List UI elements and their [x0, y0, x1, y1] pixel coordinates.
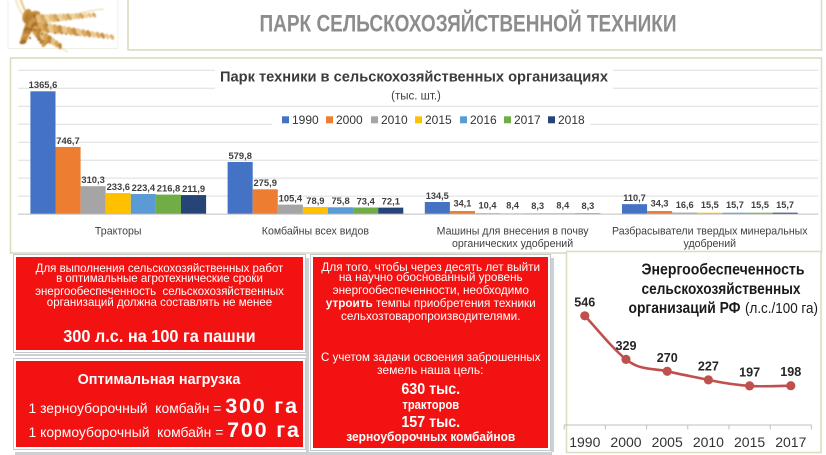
svg-text:134,5: 134,5: [426, 191, 449, 201]
svg-text:105,4: 105,4: [279, 192, 303, 203]
svg-text:15,5: 15,5: [751, 200, 769, 210]
svg-text:579,8: 579,8: [228, 150, 251, 161]
svg-text:75,8: 75,8: [331, 195, 349, 206]
svg-text:216,8: 216,8: [157, 182, 180, 193]
svg-text:2010: 2010: [381, 113, 408, 127]
svg-text:2015: 2015: [734, 434, 765, 450]
svg-text:2005: 2005: [652, 434, 683, 450]
svg-text:(л.с./100 га): (л.с./100 га): [745, 301, 818, 317]
svg-text:2017: 2017: [514, 113, 541, 127]
svg-text:211,9: 211,9: [182, 183, 205, 194]
svg-text:197: 197: [739, 365, 760, 379]
svg-text:72,1: 72,1: [382, 195, 400, 206]
svg-text:2010: 2010: [693, 434, 724, 450]
svg-text:223,4: 223,4: [132, 182, 156, 193]
svg-text:34,3: 34,3: [651, 198, 669, 208]
svg-text:2017: 2017: [775, 434, 806, 450]
svg-text:15,7: 15,7: [726, 200, 744, 210]
svg-text:Комбайны всех видов: Комбайны всех видов: [262, 226, 370, 238]
svg-text:8,4: 8,4: [506, 201, 520, 211]
svg-text:1990: 1990: [569, 434, 600, 450]
svg-text:8,3: 8,3: [531, 201, 544, 211]
svg-text:Энергообеспеченность: Энергообеспеченность: [642, 262, 805, 279]
svg-text:233,6: 233,6: [107, 181, 130, 192]
svg-text:227: 227: [698, 359, 719, 373]
svg-text:органических удобрений: органических удобрений: [452, 238, 573, 250]
svg-text:организаций РФ: организаций РФ: [629, 300, 741, 317]
svg-text:8,4: 8,4: [556, 201, 570, 211]
svg-text:73,4: 73,4: [357, 195, 376, 206]
svg-text:Машины для внесения в почву: Машины для внесения в почву: [437, 226, 590, 238]
svg-text:1990: 1990: [292, 113, 319, 127]
svg-text:15,7: 15,7: [776, 200, 794, 210]
svg-text:сельскохозяйственных: сельскохозяйственных: [642, 281, 801, 298]
svg-text:270: 270: [657, 351, 678, 365]
svg-text:78,9: 78,9: [306, 195, 324, 206]
svg-text:Тракторы: Тракторы: [95, 226, 142, 238]
svg-text:Парк техники в сельскохозяйств: Парк техники в сельскохозяйственных орга…: [220, 70, 609, 86]
svg-text:Разбрасыватели твердых минерал: Разбрасыватели твердых минеральных: [612, 226, 808, 238]
svg-text:ПАРК СЕЛЬСКОХОЗЯЙСТВЕННОЙ ТЕХН: ПАРК СЕЛЬСКОХОЗЯЙСТВЕННОЙ ТЕХНИКИ: [260, 10, 677, 38]
svg-text:198: 198: [780, 365, 801, 379]
svg-text:34,1: 34,1: [453, 198, 471, 208]
svg-text:10,4: 10,4: [479, 201, 498, 211]
svg-text:310,3: 310,3: [81, 174, 104, 185]
svg-text:2018: 2018: [558, 113, 585, 127]
svg-text:746,7: 746,7: [56, 135, 79, 146]
svg-text:2000: 2000: [336, 113, 363, 127]
svg-text:1365,6: 1365,6: [29, 79, 58, 90]
svg-text:329: 329: [615, 339, 636, 353]
svg-text:275,9: 275,9: [253, 177, 276, 188]
svg-text:2016: 2016: [470, 113, 497, 127]
svg-text:110,7: 110,7: [623, 193, 645, 203]
svg-text:удобрений: удобрений: [684, 238, 737, 250]
svg-text:8,3: 8,3: [582, 201, 595, 211]
svg-text:2000: 2000: [610, 434, 641, 450]
svg-text:(тыс. шт.): (тыс. шт.): [391, 91, 441, 103]
svg-text:16,6: 16,6: [676, 200, 694, 210]
svg-text:546: 546: [574, 295, 595, 309]
svg-text:2015: 2015: [425, 113, 452, 127]
svg-text:15,5: 15,5: [701, 200, 719, 210]
